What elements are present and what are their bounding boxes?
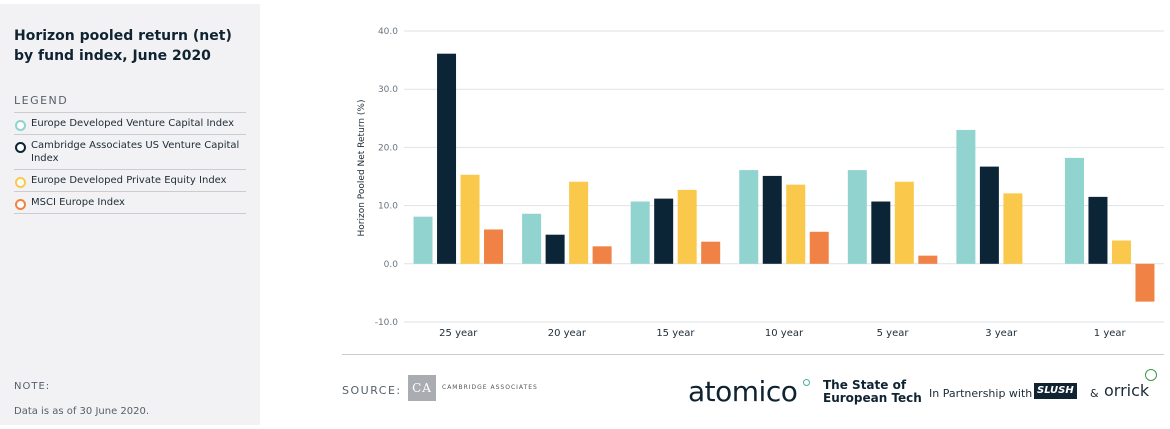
note-heading: NOTE: — [14, 381, 51, 392]
bar[interactable] — [1003, 193, 1023, 264]
report-name-line-1: The State of — [823, 378, 907, 392]
legend: Europe Developed Venture Capital Index C… — [14, 112, 246, 214]
y-tick-label: 10.0 — [378, 202, 398, 212]
y-tick-label: 0.0 — [384, 260, 399, 270]
y-tick-label: 30.0 — [378, 85, 398, 95]
bar[interactable] — [654, 198, 674, 264]
axis-labels: -10.0 0.0 10.0 20.0 30.0 40.0 25 year 20 year 15… — [375, 27, 1127, 339]
bar[interactable] — [630, 201, 650, 264]
bar[interactable] — [1111, 240, 1131, 264]
legend-label: Europe Developed Private Equity Index — [31, 175, 227, 186]
orrick-ring-icon — [1145, 369, 1157, 381]
bar[interactable] — [1135, 263, 1155, 302]
legend-dot-icon — [15, 177, 26, 188]
bar[interactable] — [592, 246, 612, 264]
slush-logo: SLUSH — [1034, 383, 1077, 399]
x-tick-label: 5 year — [877, 328, 910, 339]
bar[interactable] — [979, 166, 999, 264]
orrick-logo: orrick — [1104, 381, 1150, 400]
gridlines — [404, 30, 1164, 323]
legend-item-us-vc[interactable]: Cambridge Associates US Venture Capital … — [14, 134, 246, 169]
cambridge-associates-name: CAMBRIDGE ASSOCIATES — [442, 384, 538, 391]
bar[interactable] — [413, 216, 433, 264]
bar[interactable] — [569, 181, 589, 264]
legend-heading: LEGEND — [14, 94, 69, 107]
y-axis-label: Horizon Pooled Net Return (%) — [357, 100, 367, 237]
report-name: The State of European Tech — [823, 379, 933, 405]
bar[interactable] — [847, 170, 867, 264]
atomico-dot-icon — [803, 379, 810, 386]
y-tick-label: 20.0 — [378, 143, 398, 153]
bar[interactable] — [677, 189, 697, 264]
x-tick-label: 3 year — [985, 328, 1018, 339]
bar[interactable] — [701, 241, 721, 264]
bar[interactable] — [809, 231, 829, 264]
bars — [413, 53, 1155, 302]
bar[interactable] — [871, 201, 891, 264]
bar[interactable] — [894, 181, 914, 264]
bar[interactable] — [1088, 196, 1108, 264]
legend-dot-icon — [15, 120, 26, 131]
note-text: Data is as of 30 June 2020. — [14, 406, 150, 417]
x-tick-label: 10 year — [765, 328, 804, 339]
y-tick-label: 40.0 — [378, 27, 398, 37]
bar[interactable] — [484, 229, 504, 264]
bar[interactable] — [1064, 157, 1084, 264]
chart-title: Horizon pooled return (net) by fund inde… — [14, 28, 232, 64]
bar[interactable] — [786, 184, 806, 264]
bar[interactable] — [956, 129, 976, 264]
bar[interactable] — [460, 174, 480, 264]
x-tick-label: 25 year — [439, 328, 478, 339]
atomico-logo: atomico — [688, 375, 798, 408]
legend-dot-icon — [15, 142, 26, 153]
y-tick-label: -10.0 — [375, 318, 399, 328]
footer-divider — [342, 354, 1164, 355]
bar[interactable] — [918, 255, 938, 264]
legend-item-europe-vc[interactable]: Europe Developed Venture Capital Index — [14, 112, 246, 134]
legend-dot-icon — [15, 199, 26, 210]
x-tick-label: 20 year — [548, 328, 587, 339]
sidebar-panel: Horizon pooled return (net) by fund inde… — [0, 4, 260, 425]
source-label: SOURCE: — [342, 384, 402, 397]
legend-label: Cambridge Associates US Venture Capital … — [31, 140, 240, 164]
legend-item-msci-europe[interactable]: MSCI Europe Index — [14, 191, 246, 214]
cambridge-associates-logo: CA — [408, 375, 436, 401]
legend-label: MSCI Europe Index — [31, 197, 125, 208]
bar[interactable] — [762, 175, 782, 264]
ampersand: & — [1090, 387, 1099, 400]
x-tick-label: 15 year — [656, 328, 695, 339]
bar[interactable] — [739, 170, 759, 264]
legend-label: Europe Developed Venture Capital Index — [31, 118, 234, 129]
bar[interactable] — [545, 234, 565, 264]
bar[interactable] — [437, 53, 457, 264]
legend-item-europe-pe[interactable]: Europe Developed Private Equity Index — [14, 169, 246, 191]
partnership-text: In Partnership with — [929, 387, 1033, 400]
report-name-line-2: European Tech — [823, 391, 922, 405]
bar[interactable] — [522, 213, 542, 264]
x-tick-label: 1 year — [1094, 328, 1127, 339]
bar-chart: -10.0 0.0 10.0 20.0 30.0 40.0 25 year 20 year 15… — [357, 27, 1164, 339]
